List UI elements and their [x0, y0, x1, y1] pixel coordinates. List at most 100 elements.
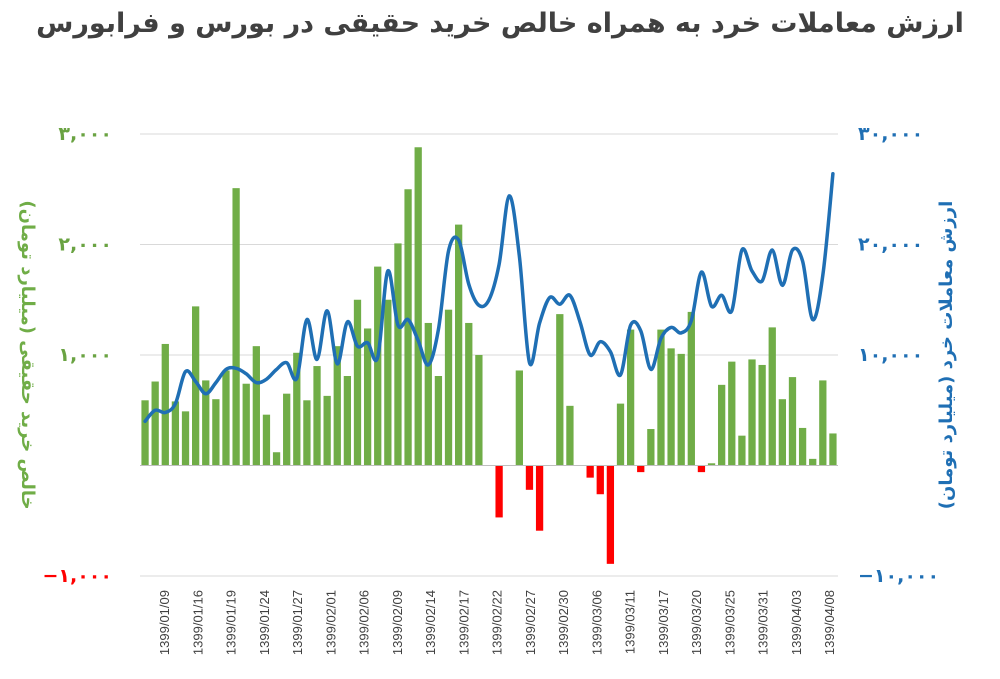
bar-6 — [202, 380, 210, 466]
x-tick-12: 1399/02/30 — [556, 590, 571, 655]
bar-68 — [829, 433, 837, 466]
bar-57 — [718, 384, 726, 466]
right-axis-ticks: ۳۰,۰۰۰ ۲۰,۰۰۰ ۱۰,۰۰۰ −۱۰,۰۰۰ — [858, 123, 939, 587]
bar-42 — [566, 405, 574, 466]
bar-series — [141, 147, 837, 564]
x-axis-ticks: 1399/01/09 1399/01/16 1399/01/19 1399/01/24… — [157, 590, 837, 655]
bar-21 — [353, 299, 362, 466]
x-tick-3: 1399/01/24 — [257, 590, 272, 655]
bar-41 — [556, 314, 564, 466]
bar-25 — [394, 243, 402, 466]
bar-24 — [384, 299, 392, 466]
bar-29 — [434, 376, 443, 466]
x-tick-5: 1399/02/01 — [323, 590, 338, 655]
bar-39 — [535, 465, 544, 531]
bar-54 — [687, 311, 695, 466]
left-tick-3: −۱,۰۰۰ — [42, 565, 112, 587]
left-tick-1: ۲,۰۰۰ — [58, 234, 112, 256]
bar-52 — [667, 348, 675, 466]
right-tick-2: ۱۰,۰۰۰ — [858, 344, 923, 366]
right-tick-3: −۱۰,۰۰۰ — [858, 565, 939, 587]
bar-1 — [151, 381, 159, 466]
bar-66 — [809, 458, 817, 466]
bar-2 — [161, 343, 169, 466]
x-tick-6: 1399/02/06 — [357, 590, 372, 655]
bar-51 — [657, 329, 665, 466]
bar-19 — [333, 346, 341, 466]
bar-46 — [606, 465, 615, 564]
bar-22 — [363, 328, 372, 466]
left-tick-0: ۳,۰۰۰ — [58, 123, 112, 145]
x-tick-10: 1399/02/22 — [490, 590, 505, 655]
bar-11 — [252, 346, 260, 466]
bar-27 — [414, 147, 422, 466]
right-tick-1: ۲۰,۰۰۰ — [858, 234, 923, 256]
bar-60 — [748, 359, 756, 466]
x-tick-14: 1399/03/11 — [623, 590, 638, 654]
bar-53 — [677, 353, 685, 466]
x-tick-16: 1399/03/20 — [689, 590, 704, 655]
bar-32 — [465, 322, 473, 466]
bar-56 — [707, 463, 716, 466]
bar-26 — [404, 189, 412, 466]
bar-8 — [222, 370, 230, 466]
right-axis-label: ارزش معاملات خرد (میلیارد تومان) — [936, 201, 957, 509]
bar-45 — [596, 465, 604, 495]
bar-55 — [697, 465, 706, 473]
x-tick-20: 1399/04/08 — [822, 590, 837, 655]
bar-59 — [738, 435, 746, 466]
bar-47 — [616, 403, 625, 466]
x-tick-19: 1399/04/03 — [789, 590, 804, 655]
line-series — [143, 172, 835, 424]
bar-17 — [313, 366, 321, 466]
bar-63 — [778, 399, 786, 466]
left-axis-ticks: ۳,۰۰۰ ۲,۰۰۰ ۱,۰۰۰ −۱,۰۰۰ — [42, 123, 112, 587]
bar-28 — [424, 322, 432, 466]
x-tick-7: 1399/02/09 — [390, 590, 405, 655]
bar-49 — [637, 465, 645, 473]
x-tick-13: 1399/03/06 — [589, 590, 604, 655]
bar-5 — [192, 306, 200, 466]
bar-62 — [768, 327, 776, 466]
bar-0 — [141, 400, 149, 466]
x-tick-18: 1399/03/31 — [756, 590, 771, 655]
bar-13 — [272, 452, 281, 466]
bar-31 — [455, 224, 463, 466]
bar-50 — [647, 429, 655, 466]
x-tick-8: 1399/02/14 — [423, 590, 438, 655]
bar-30 — [444, 309, 453, 466]
x-tick-9: 1399/02/17 — [456, 590, 471, 655]
bar-35 — [495, 465, 503, 518]
bar-61 — [758, 364, 766, 466]
bar-4 — [181, 411, 190, 466]
bar-12 — [262, 414, 271, 466]
x-tick-0: 1399/01/09 — [157, 590, 172, 655]
bar-14 — [283, 393, 291, 466]
bar-44 — [586, 465, 594, 478]
bar-7 — [212, 399, 220, 466]
gridlines — [140, 133, 838, 577]
bar-67 — [819, 380, 827, 466]
bar-64 — [788, 377, 797, 466]
x-tick-4: 1399/01/27 — [290, 590, 305, 655]
bar-33 — [475, 355, 483, 466]
bar-10 — [242, 383, 250, 466]
bar-37 — [515, 370, 523, 466]
bar-18 — [323, 395, 331, 466]
bar-38 — [525, 465, 534, 490]
bar-20 — [343, 376, 352, 466]
bar-65 — [798, 427, 807, 466]
x-tick-1: 1399/01/16 — [190, 590, 205, 655]
x-tick-2: 1399/01/19 — [224, 590, 239, 655]
bar-23 — [374, 266, 382, 466]
left-tick-2: ۱,۰۰۰ — [58, 344, 112, 366]
x-tick-15: 1399/03/17 — [656, 590, 671, 655]
bar-58 — [728, 361, 736, 466]
bar-15 — [293, 352, 301, 466]
bar-16 — [303, 400, 311, 466]
bar-3 — [171, 401, 180, 466]
chart-title: ارزش معاملات خرد به همراه خالص خرید حقیق… — [36, 8, 964, 39]
left-axis-label: خالص خرید حقیقی (میلیارد تومان) — [17, 200, 38, 509]
